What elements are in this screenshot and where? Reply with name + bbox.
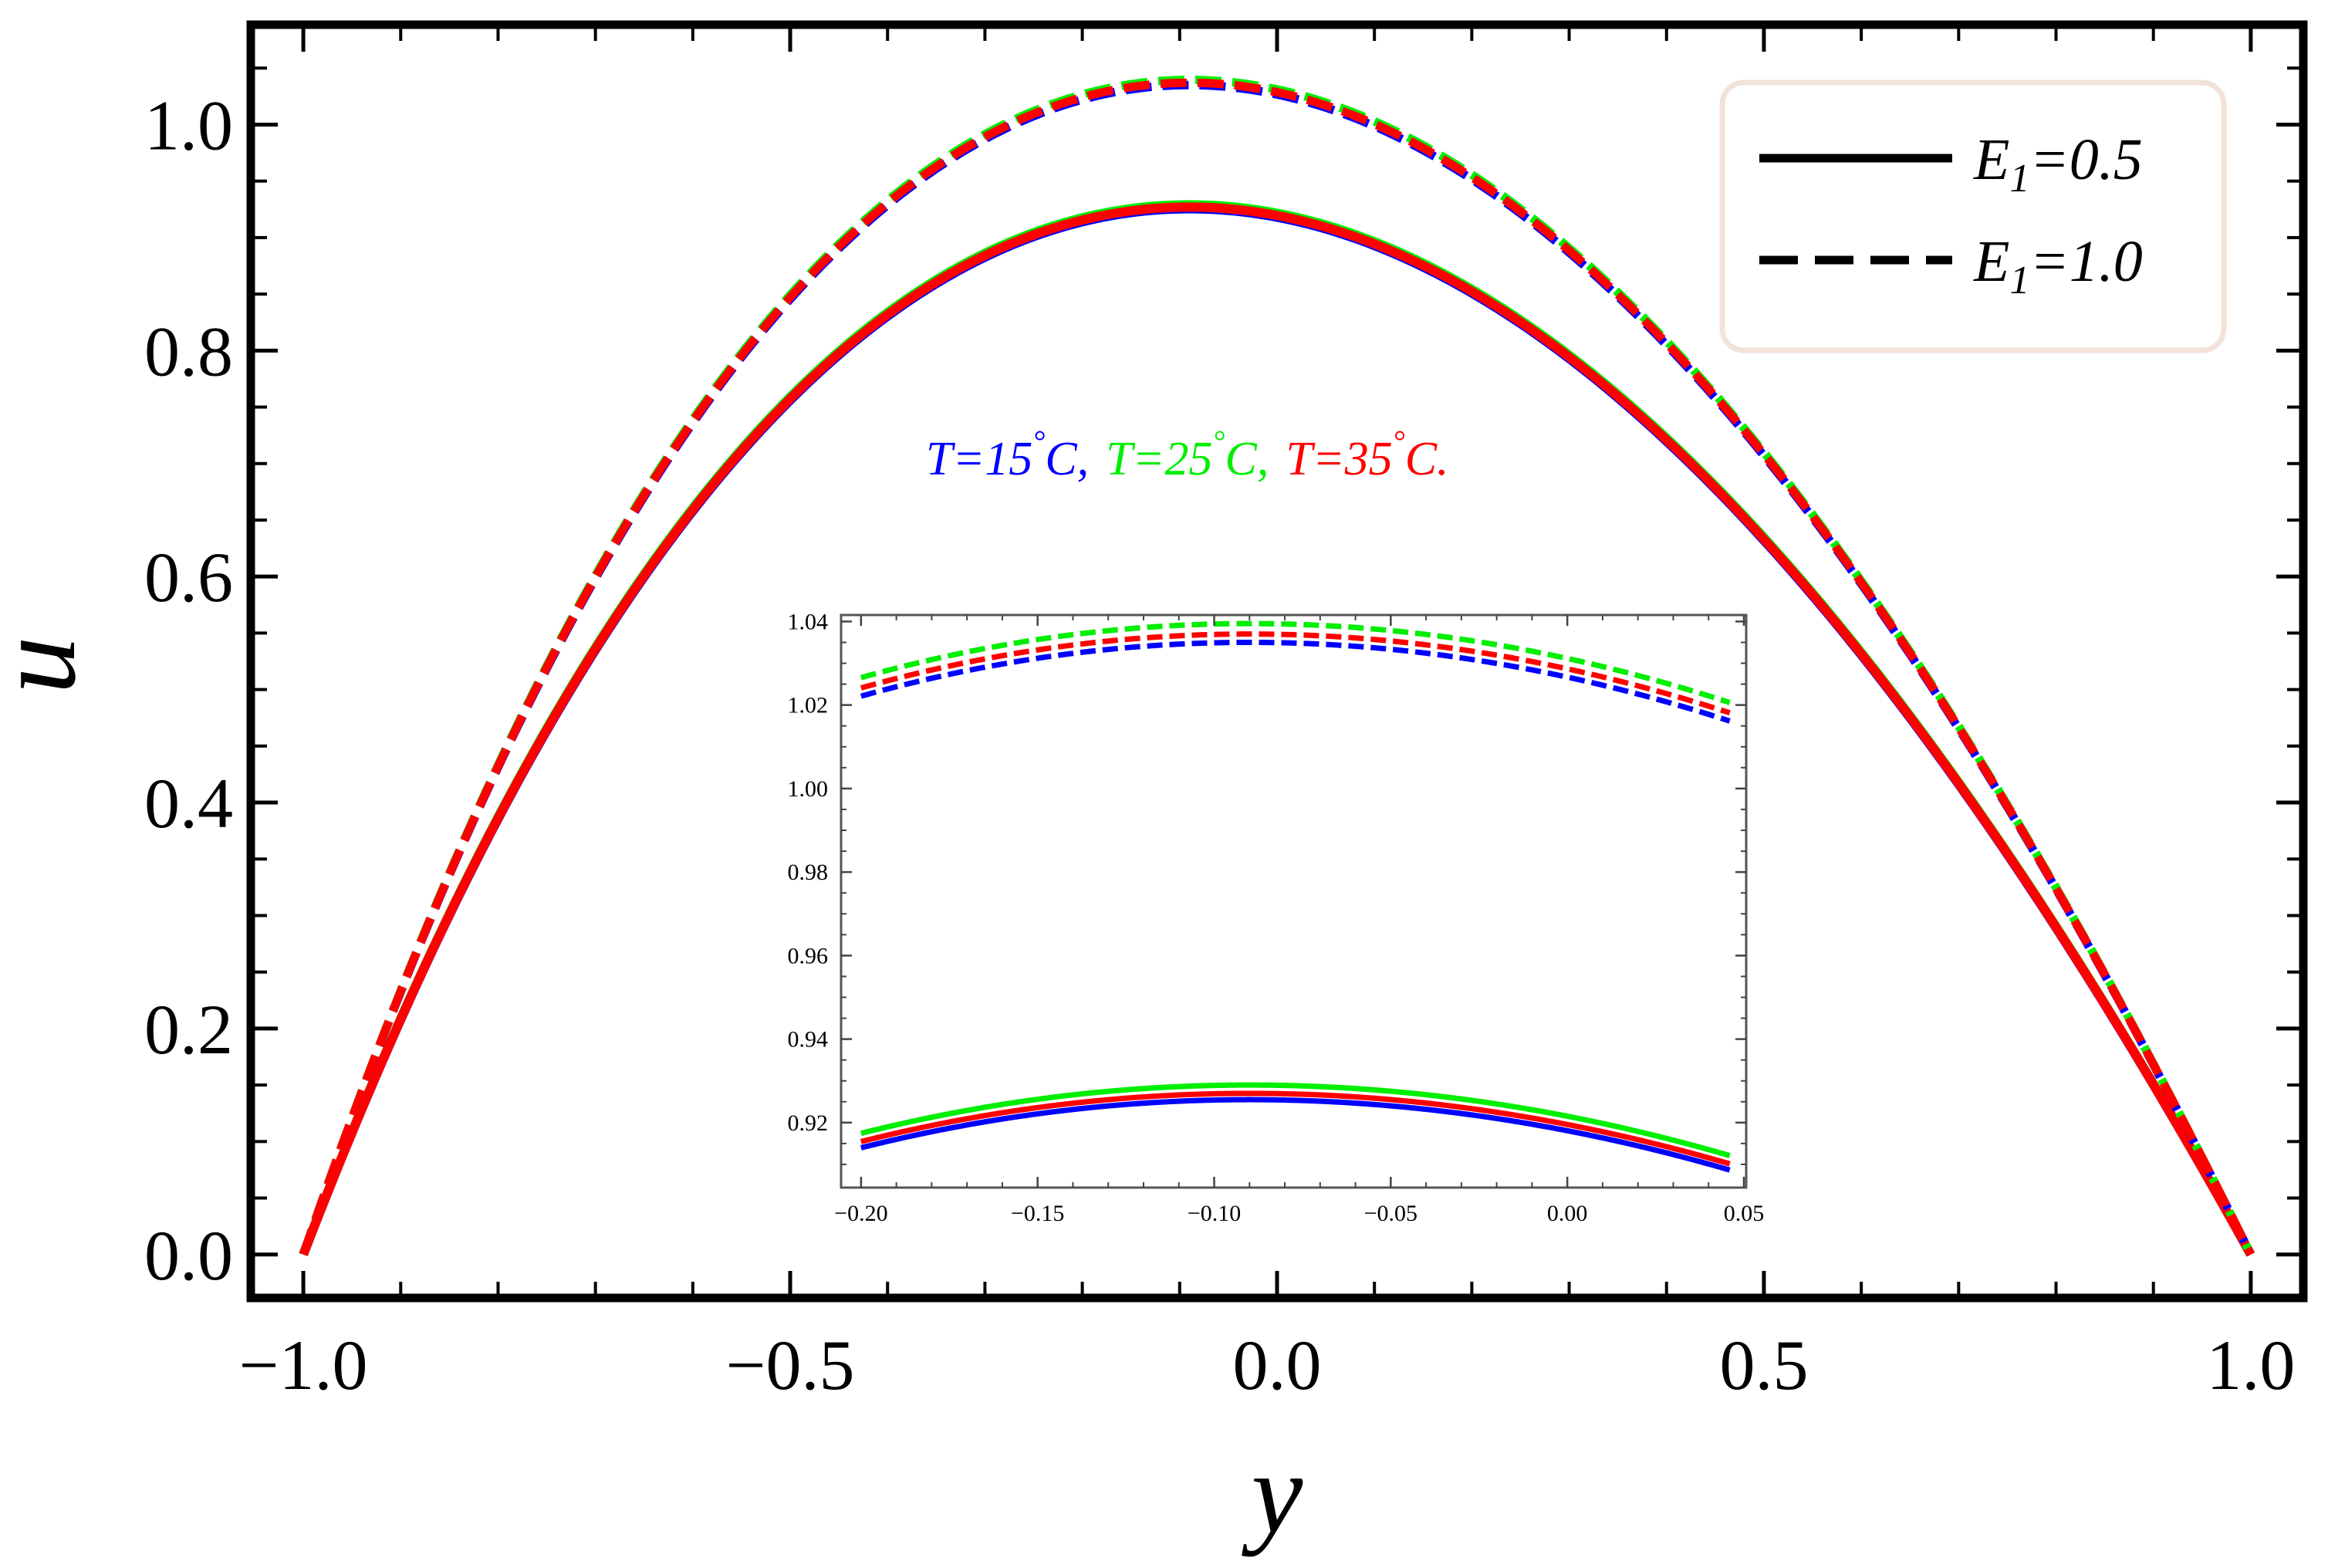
- temp-35-degree: °: [1393, 424, 1405, 458]
- inset-x-tick-label: −0.15: [1011, 1201, 1064, 1226]
- legend-label-e1-0.5: E1=0.5: [1973, 127, 2143, 201]
- inset-series-line-e1-0.5-25c: [860, 1082, 1731, 1158]
- inset-x-tick-label: −0.20: [834, 1201, 887, 1226]
- temp-25-unit: C,: [1225, 433, 1269, 485]
- inset-series-line-e1-0.5-35c: [860, 1090, 1731, 1167]
- inset-y-tick-label: 1.00: [788, 776, 829, 802]
- inset-plot: −0.20 −0.15 −0.10 −0.05 0.00 0.05 0.92 0.94 0.96…: [788, 609, 1765, 1226]
- inset-curves: [860, 620, 1731, 1173]
- inset-frame: [840, 613, 1748, 1189]
- inset-y-tick-label: 0.96: [788, 943, 829, 968]
- legend-box: [1719, 79, 2227, 353]
- temp-15-degree: °: [1032, 424, 1045, 458]
- legend-label-subscript: 1: [2009, 157, 2029, 201]
- inset-x-tick-label: −0.10: [1188, 1201, 1241, 1226]
- temp-35-value: T=35: [1286, 433, 1392, 485]
- y-tick-label: 0.8: [144, 312, 233, 390]
- y-tick-label: 0.6: [144, 538, 233, 617]
- series-line-e1-1.0-35c: [299, 78, 2255, 1257]
- inset-tick-labels: −0.20 −0.15 −0.10 −0.05 0.00 0.05 0.92 0.94 0.96…: [788, 609, 1765, 1226]
- temp-15-value: T=15: [926, 433, 1032, 485]
- inset-x-tick-label: −0.05: [1364, 1201, 1417, 1226]
- inset-series-line-e1-0.5-15c: [860, 1097, 1731, 1173]
- inset-series-line-e1-1.0-35c: [860, 631, 1731, 716]
- inset-y-tick-label: 1.02: [788, 693, 829, 718]
- inset-y-tick-label: 0.94: [788, 1027, 829, 1053]
- main-plot-frame: [246, 20, 2308, 1303]
- legend-label-main: E: [1973, 127, 2009, 192]
- y-tick-label: 0.0: [144, 1216, 233, 1295]
- legend-label-main: E: [1973, 229, 2009, 294]
- x-tick-label: 0.0: [1233, 1326, 1322, 1404]
- temperature-annotation: T=15°C, T=25°C, T=35°C.: [926, 424, 1449, 485]
- x-tick-label: −1.0: [239, 1326, 368, 1404]
- series-line-e1-0.5-35c: [299, 202, 2255, 1257]
- main-axis-ticks: [255, 29, 2299, 1294]
- legend-label-value: =1.0: [2029, 229, 2142, 294]
- temp-15-unit: C,: [1045, 433, 1089, 485]
- inset-axis-ticks: [841, 615, 1746, 1188]
- inset-x-tick-label: 0.00: [1547, 1201, 1588, 1226]
- temp-25-degree: °: [1213, 424, 1225, 458]
- x-tick-label: 1.0: [2206, 1326, 2295, 1404]
- inset-series-line-e1-1.0-25c: [860, 620, 1731, 705]
- y-tick-label: 0.4: [144, 764, 233, 843]
- legend: E1=0.5 E1=1.0: [1719, 79, 2227, 353]
- y-tick-label: 1.0: [144, 86, 233, 164]
- legend-label-subscript: 1: [2009, 259, 2029, 302]
- temp-35-unit: C.: [1405, 433, 1449, 485]
- x-tick-label: 0.5: [1719, 1326, 1808, 1404]
- x-axis-label: y: [1242, 1429, 1303, 1557]
- x-tick-label: −0.5: [726, 1326, 855, 1404]
- legend-label-e1-1.0: E1=1.0: [1973, 229, 2143, 302]
- inset-y-tick-label: 1.04: [788, 609, 829, 634]
- inset-y-tick-label: 0.92: [788, 1110, 829, 1136]
- legend-label-value: =0.5: [2029, 127, 2142, 192]
- y-tick-label: 0.2: [144, 990, 233, 1069]
- inset-series-line-e1-1.0-15c: [860, 639, 1731, 724]
- main-tick-labels: −1.0 −0.5 0.0 0.5 1.0 0.0 0.2 0.4 0.6 0.8 1.0: [144, 86, 2295, 1404]
- y-axis-label: u: [0, 637, 100, 694]
- inset-x-tick-label: 0.05: [1724, 1201, 1765, 1226]
- inset-y-tick-label: 0.98: [788, 860, 829, 885]
- main-curves: [299, 76, 2255, 1257]
- temp-25-value: T=25: [1106, 433, 1212, 485]
